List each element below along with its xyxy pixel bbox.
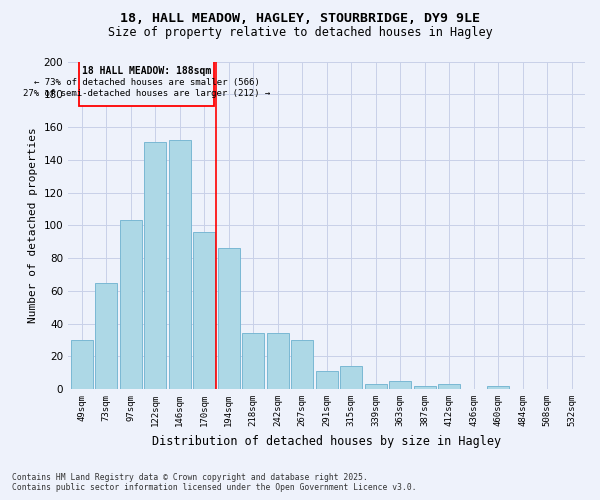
Bar xyxy=(316,371,338,389)
Bar xyxy=(413,386,436,389)
Text: 18 HALL MEADOW: 188sqm: 18 HALL MEADOW: 188sqm xyxy=(82,66,211,76)
Bar xyxy=(291,340,313,389)
Text: Size of property relative to detached houses in Hagley: Size of property relative to detached ho… xyxy=(107,26,493,39)
Bar xyxy=(266,334,289,389)
Bar xyxy=(79,62,214,106)
Text: 27% of semi-detached houses are larger (212) →: 27% of semi-detached houses are larger (… xyxy=(23,90,270,98)
Bar xyxy=(119,220,142,389)
Bar xyxy=(144,142,166,389)
Bar xyxy=(71,340,92,389)
Bar xyxy=(487,386,509,389)
Bar xyxy=(438,384,460,389)
Bar xyxy=(169,140,191,389)
Bar xyxy=(218,248,239,389)
Bar xyxy=(365,384,386,389)
Bar xyxy=(340,366,362,389)
Text: 18, HALL MEADOW, HAGLEY, STOURBRIDGE, DY9 9LE: 18, HALL MEADOW, HAGLEY, STOURBRIDGE, DY… xyxy=(120,12,480,26)
Bar xyxy=(95,282,117,389)
Text: ← 73% of detached houses are smaller (566): ← 73% of detached houses are smaller (56… xyxy=(34,78,259,87)
X-axis label: Distribution of detached houses by size in Hagley: Distribution of detached houses by size … xyxy=(152,434,501,448)
Bar xyxy=(242,334,264,389)
Y-axis label: Number of detached properties: Number of detached properties xyxy=(28,128,38,323)
Bar xyxy=(193,232,215,389)
Text: Contains HM Land Registry data © Crown copyright and database right 2025.
Contai: Contains HM Land Registry data © Crown c… xyxy=(12,473,416,492)
Bar xyxy=(389,381,411,389)
